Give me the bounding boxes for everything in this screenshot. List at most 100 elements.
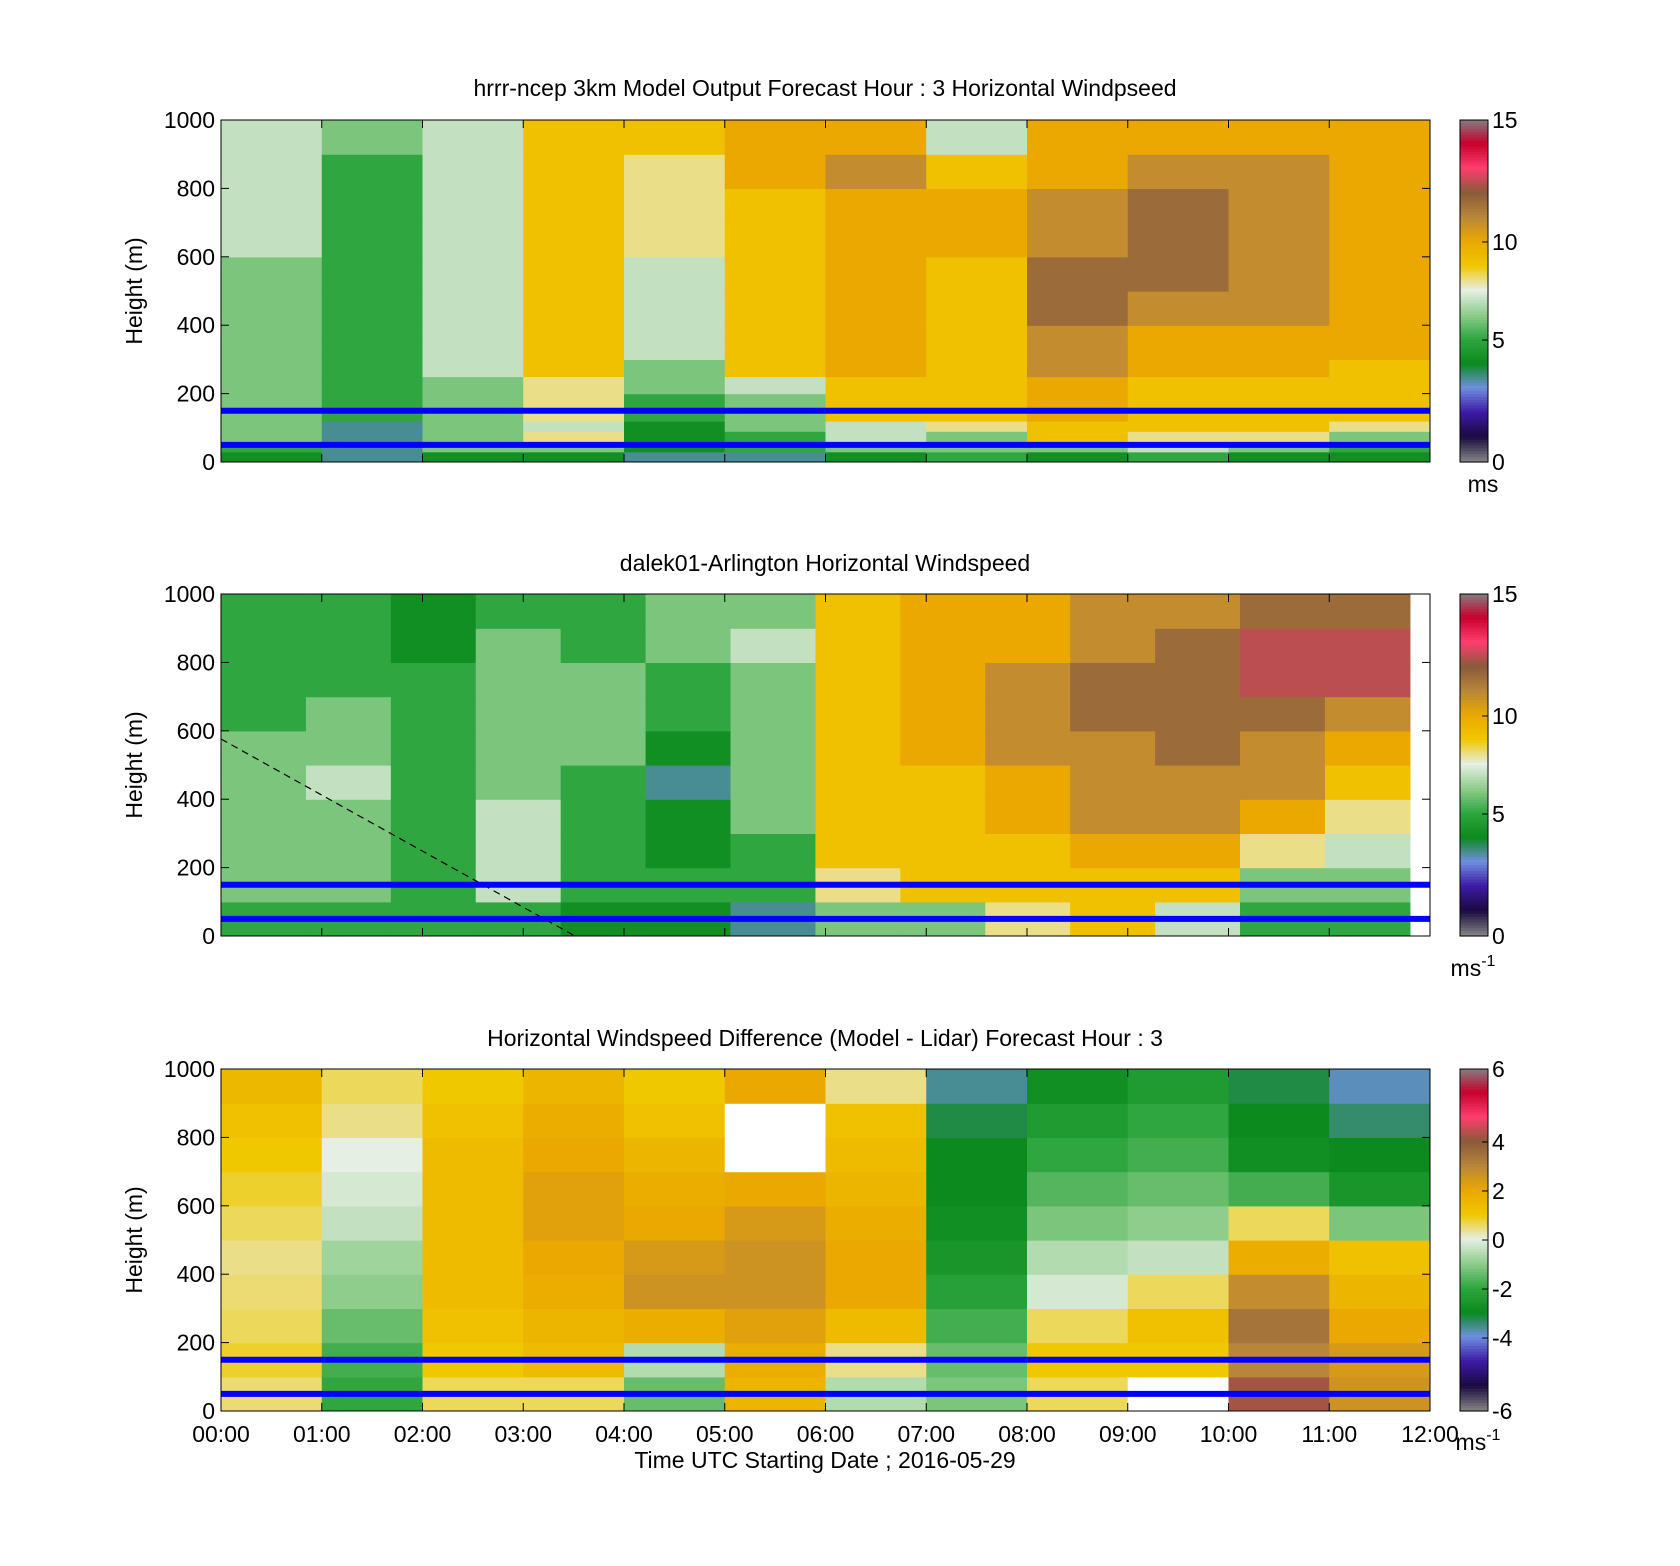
- colorbar-segment: [1460, 782, 1488, 786]
- colorbar-segment: [1460, 291, 1488, 295]
- heatmap-cell: [1027, 1103, 1129, 1138]
- colorbar-segment: [1460, 1151, 1488, 1156]
- heatmap-cell: [825, 431, 927, 443]
- heatmap-cell: [221, 799, 307, 834]
- heatmap-cell: [624, 188, 726, 224]
- colorbar-segment: [1460, 1262, 1488, 1267]
- heatmap-cell: [624, 1308, 726, 1344]
- colorbar-segment: [1460, 679, 1488, 683]
- heatmap-cell: [724, 325, 827, 343]
- heatmap-cell: [422, 420, 524, 432]
- heatmap-cell: [1324, 594, 1411, 629]
- heatmap-cell: [1228, 120, 1330, 155]
- colorbar-segment: [1460, 656, 1488, 661]
- heatmap-cell: [1228, 154, 1330, 189]
- y-tick-label: 0: [202, 1398, 215, 1424]
- heatmap-cell: [221, 342, 323, 360]
- heatmap-cell: [1228, 359, 1330, 378]
- heatmap-cell: [1324, 696, 1411, 732]
- heatmap-cell: [221, 1205, 323, 1241]
- heatmap-cell: [1324, 730, 1411, 766]
- colorbar-segment: [1460, 1222, 1488, 1227]
- colorbar-segment: [1460, 1248, 1488, 1252]
- colorbar-segment: [1460, 1080, 1488, 1084]
- heatmap-cell: [321, 1171, 424, 1207]
- colorbar-segment: [1460, 1211, 1488, 1215]
- heatmap-cell: [1127, 120, 1230, 155]
- x-tick-label: 11:00: [1301, 1421, 1357, 1447]
- colorbar-segment: [1460, 1111, 1488, 1116]
- colorbar-segment: [1460, 893, 1488, 897]
- heatmap-cell: [1324, 662, 1411, 698]
- colorbar-segment: [1460, 1108, 1488, 1113]
- colorbar-segment: [1460, 653, 1488, 658]
- heatmap-cell: [624, 120, 726, 155]
- colorbar-segment: [1460, 1069, 1488, 1073]
- heatmap-cell: [985, 765, 1071, 800]
- colorbar: 0 5 10 15: [1459, 581, 1518, 949]
- colorbar-segment: [1460, 131, 1488, 135]
- heatmap-cell: [305, 628, 392, 663]
- heatmap-cell: [1240, 833, 1326, 869]
- heatmap-cell: [422, 256, 524, 292]
- panel-difference: Horizontal Windspeed Difference (Model -…: [121, 1025, 1513, 1473]
- colorbar-segment: [1460, 148, 1488, 152]
- heatmap-cell: [926, 120, 1028, 155]
- panel-model: hrrr-ncep 3km Model Output Forecast Hour…: [121, 75, 1518, 497]
- heatmap-cell: [926, 1240, 1028, 1275]
- colorbar-segment: [1460, 1265, 1488, 1270]
- colorbar-segment: [1460, 1382, 1488, 1386]
- colorbar-segment: [1460, 151, 1488, 155]
- heatmap-cell: [422, 1069, 524, 1104]
- colorbar-segment: [1460, 1294, 1488, 1298]
- colorbar-segment: [1460, 288, 1488, 292]
- colorbar-segment: [1460, 376, 1488, 380]
- heatmap-cell: [1228, 1137, 1330, 1173]
- colorbar-segment: [1460, 913, 1488, 917]
- colorbar-segment: [1460, 367, 1488, 372]
- colorbar-segment: [1460, 696, 1488, 701]
- y-tick-label: 600: [177, 718, 215, 744]
- heatmap-cell: [221, 376, 323, 395]
- blue-overlay-lines: [221, 881, 1430, 922]
- heatmap-cell: [1155, 594, 1241, 629]
- colorbar-segment: [1460, 139, 1488, 144]
- colorbar-segment: [1460, 750, 1488, 755]
- colorbar-segment: [1460, 596, 1488, 601]
- colorbar-segment: [1460, 433, 1488, 437]
- heatmap-cell: [422, 431, 524, 443]
- heatmap-cell: [645, 765, 732, 800]
- heatmap-cell: [523, 1069, 625, 1104]
- colorbar-segment: [1460, 1408, 1488, 1412]
- heatmap-cell: [221, 325, 323, 343]
- colorbar-segment: [1460, 1114, 1488, 1119]
- heatmap-cell: [523, 420, 625, 432]
- colorbar-segment: [1460, 1362, 1488, 1366]
- colorbar-segment: [1460, 1163, 1488, 1167]
- heatmap-cell: [900, 628, 986, 663]
- colorbar-segment: [1460, 330, 1488, 335]
- heatmap-cell: [724, 1069, 827, 1104]
- heatmap-cell: [825, 359, 927, 378]
- heatmap-cell: [730, 799, 817, 834]
- heatmap-cell: [321, 431, 424, 443]
- colorbar-segment: [1460, 256, 1488, 261]
- heatmap-cell: [1329, 342, 1430, 360]
- heatmap-cell: [221, 431, 323, 443]
- colorbar-segment: [1460, 1342, 1488, 1347]
- colorbar: -6 -4 -2 0 2 4 6: [1459, 1056, 1513, 1424]
- colorbar-unit-exp: -1: [1486, 1427, 1500, 1444]
- heatmap-cell: [900, 594, 986, 629]
- colorbar-segment: [1460, 1251, 1488, 1255]
- colorbar-segment: [1460, 333, 1488, 338]
- colorbar-segment: [1460, 134, 1488, 138]
- heatmap-cell: [523, 1240, 625, 1275]
- y-axis-ticks: 0 200 400 600 800 1000: [164, 581, 1430, 949]
- colorbar-segment: [1460, 730, 1488, 735]
- colorbar-segment: [1460, 1191, 1488, 1195]
- colorbar-segment: [1460, 265, 1488, 269]
- heatmap-cell: [321, 359, 424, 378]
- heatmap-cell: [1070, 696, 1156, 732]
- heatmap-cell: [1329, 1103, 1430, 1138]
- colorbar-segment: [1460, 177, 1488, 181]
